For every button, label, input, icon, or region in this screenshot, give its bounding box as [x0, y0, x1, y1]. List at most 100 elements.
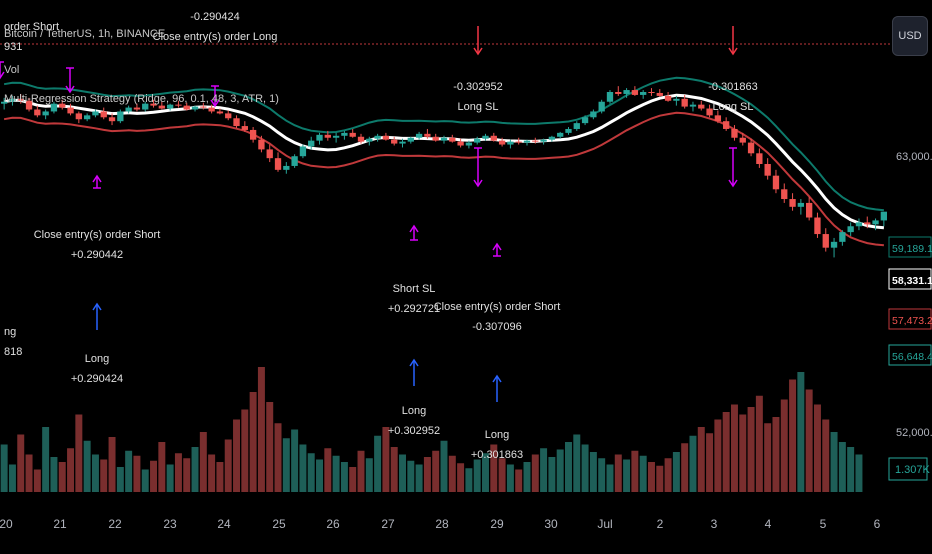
volume-bar [739, 414, 747, 492]
volume-bar [730, 404, 738, 492]
volume-bar [150, 460, 158, 492]
candle-body [581, 117, 589, 124]
candle-body [706, 108, 713, 116]
volume-bar [515, 469, 523, 492]
volume-bar [639, 455, 647, 492]
volume-bar [457, 463, 465, 492]
volume-bar [399, 454, 406, 492]
candle-body [656, 92, 663, 96]
currency-button[interactable]: USD [892, 16, 928, 56]
signal-arrow-head [492, 374, 502, 383]
candle-body [664, 95, 672, 101]
x-tick-label: 23 [163, 517, 177, 531]
candle-body [407, 137, 414, 142]
volume-bar [42, 427, 50, 492]
volume-bar [581, 444, 589, 492]
candle-body [640, 92, 647, 95]
candle-body [125, 107, 132, 112]
x-tick-label: 27 [381, 517, 395, 531]
signal-arrow-head [409, 224, 419, 233]
volume-bar [440, 440, 448, 492]
candle-body [631, 90, 639, 95]
volume-bar [191, 447, 199, 492]
volume-bar [33, 469, 41, 492]
candle-body [266, 149, 273, 159]
volume-bar [133, 455, 141, 492]
strategy-annotations: order Short 931 ng 818 -0.288818 -0.290424 Clo… [0, 0, 758, 461]
candle-body [507, 141, 514, 145]
volume-bar [722, 412, 730, 492]
volume-bar [125, 450, 133, 492]
candle-body [548, 136, 556, 140]
candle-body [557, 132, 564, 137]
volume-bar [291, 429, 299, 492]
annotation-label: order Short [4, 21, 59, 33]
candle-body [258, 139, 265, 150]
signal-arrow-head [473, 179, 483, 188]
x-tick-label: 28 [435, 517, 449, 531]
volume-tag-box [888, 457, 928, 481]
volume-bar [598, 458, 606, 492]
candle-body [241, 126, 248, 130]
annotation-label: +0.302952 [388, 425, 440, 437]
candle-body [440, 137, 448, 141]
legend-strategy: Multi-Regression Strategy (Ridge, 96, 0.… [4, 93, 279, 105]
candle-body [482, 135, 489, 139]
annotation-label: Long [485, 429, 509, 441]
annotation-label: 931 [4, 41, 22, 53]
candle-body [615, 92, 622, 94]
volume-bar [656, 465, 664, 492]
signal-arrow-head [92, 174, 102, 183]
candle-body [324, 134, 331, 138]
candle-body [689, 104, 697, 107]
x-tick-label: Jul [597, 517, 612, 531]
candle-body [274, 158, 282, 170]
candle-body [565, 128, 572, 133]
candle-body [83, 115, 91, 120]
x-axis: 20 21 22 23 24 25 26 27 28 29 30 Jul 2 3 4 5 6 [0, 517, 881, 531]
volume-bar [415, 464, 423, 492]
candle-body [772, 175, 780, 190]
candle-body [714, 115, 722, 122]
volume-bar [58, 462, 66, 492]
volume-bar [75, 414, 83, 492]
volume-bar [174, 453, 182, 492]
volume-bar [797, 372, 805, 492]
candle-body [673, 98, 680, 101]
volume-bar [482, 453, 489, 492]
volume-bar [316, 459, 323, 492]
volume-bar [357, 450, 365, 492]
annotation-label: -0.288818 [45, 0, 95, 1]
annotation-label: Long SL [713, 101, 754, 113]
volume-bar [83, 440, 91, 492]
volume-bar [141, 469, 149, 492]
candle-body [731, 128, 738, 138]
candle-body [133, 107, 141, 110]
candle-body [9, 98, 16, 102]
candle-body [648, 92, 655, 93]
volume-bar [523, 462, 531, 492]
volume-bar [556, 449, 564, 492]
volume-bar [855, 454, 863, 492]
volume-bar [423, 457, 431, 492]
candle-body [25, 100, 33, 110]
y-axis: 63,000.00 52,000.00 59,189.10 58,331.17 57,4… [888, 151, 932, 481]
annotation-label: +0.290442 [71, 249, 123, 261]
candle-body [191, 106, 199, 110]
volume-bar [672, 452, 680, 492]
candle-body [150, 103, 157, 106]
x-tick-label: 30 [544, 517, 558, 531]
candle-body [283, 165, 290, 170]
volume-bar [266, 402, 274, 492]
volume-bar [789, 379, 797, 492]
candle-body [764, 164, 771, 176]
volume-bar [233, 419, 241, 492]
candle-body [540, 139, 547, 142]
volume-bar [274, 423, 282, 492]
volume-bar [390, 447, 398, 492]
volume-bar [365, 458, 373, 492]
candle-body [606, 92, 614, 102]
volume-bar [241, 409, 249, 492]
